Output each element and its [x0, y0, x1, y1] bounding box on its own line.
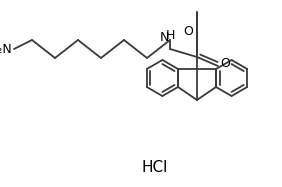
- Text: O: O: [220, 56, 230, 70]
- Text: HCl: HCl: [142, 160, 168, 174]
- Text: H: H: [165, 29, 175, 42]
- Text: H₂N: H₂N: [0, 42, 13, 56]
- Text: O: O: [183, 24, 193, 38]
- Text: N: N: [159, 31, 169, 44]
